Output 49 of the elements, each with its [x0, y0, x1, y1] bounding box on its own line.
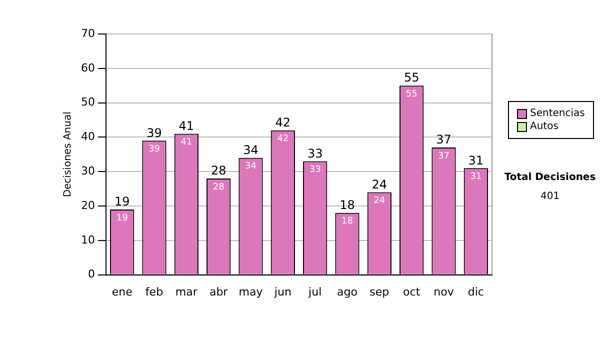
data-label: 41 [180, 138, 192, 148]
data-label: 55 [406, 89, 418, 100]
text: Total Decisiones [503, 172, 597, 183]
data-label: 39 [148, 144, 160, 154]
data-label: 31 [470, 172, 482, 182]
data-label: 19 [116, 213, 128, 224]
total-label: 33 [307, 146, 323, 160]
legend-label: Sentencias [530, 107, 585, 120]
total-label: 55 [404, 70, 420, 85]
y-tick-label: 0 [88, 268, 95, 281]
x-tick-label: oct [403, 285, 421, 298]
x-tick-label: mar [175, 285, 198, 298]
total-label: 41 [178, 118, 194, 133]
total-label: 28 [210, 164, 226, 178]
y-tick-label: 70 [80, 26, 95, 40]
y-tick-label: 10 [80, 233, 95, 246]
x-tick-label: ene [112, 285, 133, 298]
total-label: 34 [243, 142, 258, 157]
total-label: 18 [340, 198, 355, 212]
data-label: 37 [438, 151, 450, 162]
data-label: 28 [212, 182, 225, 192]
y-tick-label: 50 [80, 96, 95, 109]
x-tick-label: jun [273, 285, 292, 298]
data-label: 24 [374, 196, 386, 206]
legend-label: Autos [530, 120, 558, 133]
total-label: 19 [114, 194, 130, 209]
x-tick-label: dic [468, 285, 484, 298]
y-tick-label: 30 [80, 164, 95, 178]
data-label: 18 [342, 216, 354, 227]
total-label: 42 [275, 115, 291, 130]
x-tick-label: may [238, 285, 264, 298]
y-tick-label: 60 [80, 61, 95, 74]
data-label: 34 [245, 162, 257, 172]
x-tick-label: nov [434, 285, 454, 298]
data-label: 33 [309, 165, 321, 176]
x-tick-label: abr [209, 285, 228, 298]
total-label: 31 [468, 153, 484, 168]
y-tick-label: 20 [80, 198, 95, 212]
total-label: 39 [146, 126, 162, 140]
x-tick-label: feb [145, 285, 164, 298]
x-tick-label: sep [370, 285, 390, 298]
total-label: 24 [372, 177, 388, 192]
total-label: 37 [436, 132, 452, 147]
text: 401 [539, 191, 561, 202]
data-label: 42 [277, 134, 289, 144]
y-axis-title: Decisiones Anual [62, 112, 74, 198]
y-tick-label: 40 [80, 130, 95, 144]
x-tick-label: jul [308, 285, 322, 298]
x-tick-label: ago [337, 285, 358, 298]
